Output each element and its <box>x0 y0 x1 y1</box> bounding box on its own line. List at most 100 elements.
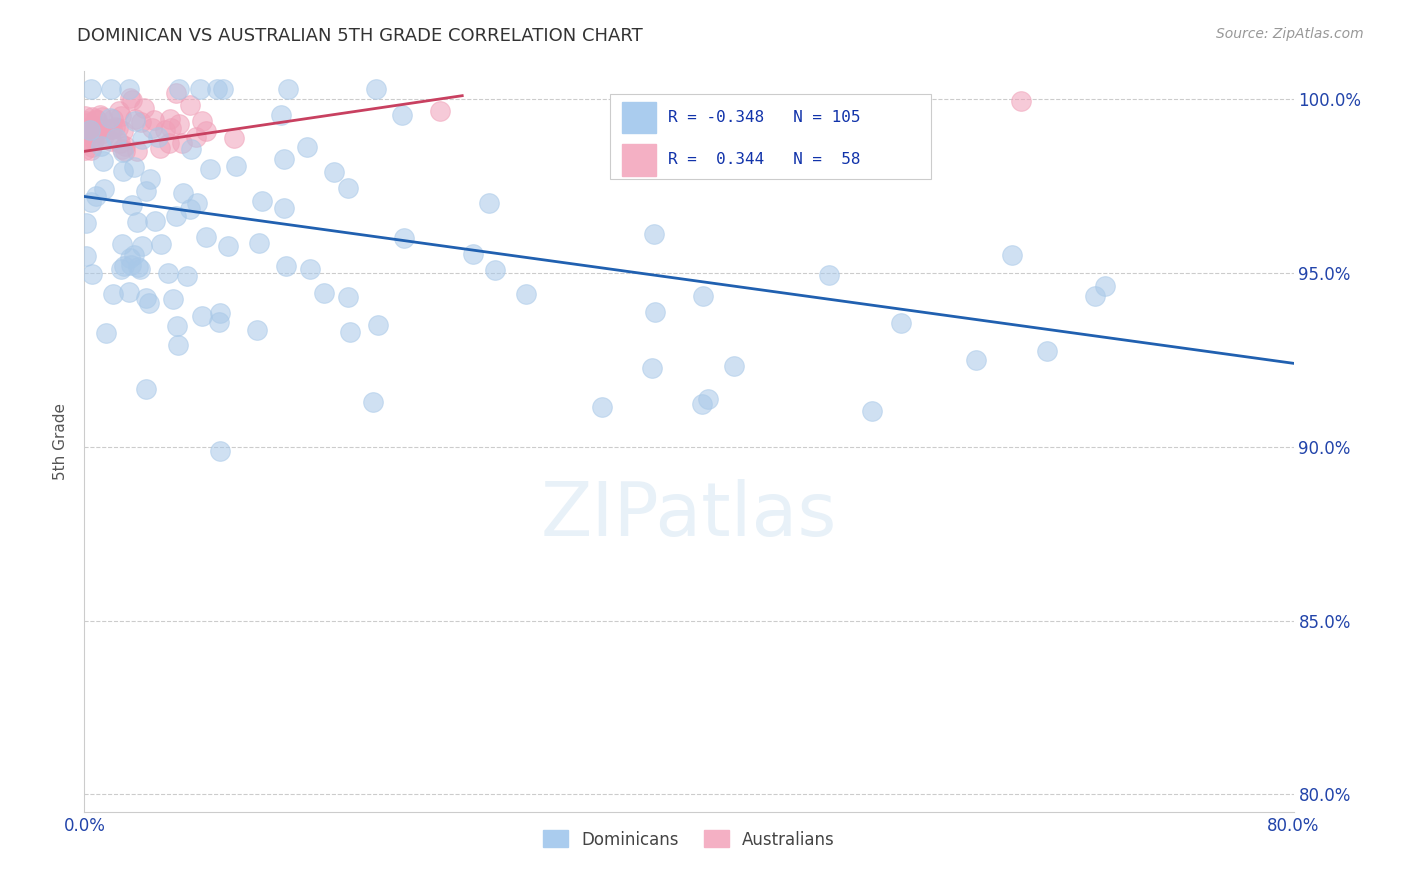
Text: DOMINICAN VS AUSTRALIAN 5TH GRADE CORRELATION CHART: DOMINICAN VS AUSTRALIAN 5TH GRADE CORREL… <box>77 27 643 45</box>
Point <box>208 444 231 458</box>
Point <box>654 117 676 131</box>
Point <box>84 189 107 203</box>
Point <box>149 237 172 252</box>
Point <box>157 136 180 150</box>
Point <box>110 262 132 277</box>
Point <box>108 136 131 151</box>
Point <box>295 139 318 153</box>
Point <box>195 230 218 244</box>
Bar <box>623 145 657 176</box>
Point <box>162 292 184 306</box>
Point <box>108 103 131 118</box>
Point <box>461 247 484 261</box>
Point <box>692 397 714 411</box>
Point <box>124 161 146 175</box>
Point <box>83 119 105 133</box>
Point <box>75 216 97 230</box>
Point <box>391 108 413 122</box>
Point <box>80 81 103 95</box>
Point <box>135 382 157 396</box>
Point <box>200 162 222 177</box>
Point <box>84 123 107 137</box>
Point <box>80 130 103 145</box>
Point <box>165 209 187 223</box>
Point <box>159 112 181 127</box>
Point <box>110 109 132 123</box>
Point <box>890 316 912 330</box>
Point <box>270 108 292 122</box>
Point <box>1036 344 1059 359</box>
Point <box>208 315 231 329</box>
Text: R =  0.344   N =  58: R = 0.344 N = 58 <box>668 153 860 168</box>
Point <box>217 238 239 252</box>
Point <box>98 111 121 125</box>
Point <box>75 129 97 144</box>
Point <box>93 182 115 196</box>
Point <box>80 143 103 157</box>
Point <box>429 104 451 119</box>
Point <box>212 81 235 95</box>
Point <box>132 101 155 115</box>
Point <box>1001 248 1024 262</box>
Point <box>965 352 987 367</box>
Point <box>121 198 143 212</box>
Point <box>124 248 146 262</box>
FancyBboxPatch shape <box>610 94 931 178</box>
Point <box>172 186 194 200</box>
Point <box>84 125 107 139</box>
Point <box>118 251 141 265</box>
Point <box>167 337 190 351</box>
Point <box>141 120 163 135</box>
Point <box>131 132 153 146</box>
Point <box>692 289 714 303</box>
Point <box>124 112 146 126</box>
Point <box>367 318 389 333</box>
Point <box>322 165 344 179</box>
Point <box>138 296 160 310</box>
Point <box>860 403 883 417</box>
Point <box>75 120 97 135</box>
Point <box>156 266 179 280</box>
Point <box>114 139 136 153</box>
Point <box>207 81 229 95</box>
Point <box>112 145 135 159</box>
Point <box>515 286 537 301</box>
Point <box>364 81 387 95</box>
Point <box>129 115 152 129</box>
Point <box>149 141 172 155</box>
Point <box>101 121 124 136</box>
Text: ZIPatlas: ZIPatlas <box>541 479 837 552</box>
Text: R = -0.348   N = 105: R = -0.348 N = 105 <box>668 110 860 125</box>
Point <box>94 326 117 340</box>
Point <box>118 81 141 95</box>
Point <box>184 129 207 144</box>
Point <box>172 136 194 150</box>
Point <box>166 318 188 333</box>
Point <box>273 202 295 216</box>
Point <box>114 144 136 158</box>
Point <box>90 127 112 141</box>
Point <box>76 115 98 129</box>
Point <box>314 286 336 301</box>
Point <box>247 235 270 250</box>
Point <box>131 239 153 253</box>
Point <box>127 144 149 158</box>
Point <box>100 81 122 95</box>
Point <box>186 195 208 210</box>
Point <box>252 194 274 209</box>
Point <box>93 153 115 168</box>
Point <box>190 309 212 323</box>
Point <box>155 123 177 137</box>
Point <box>246 323 269 337</box>
Point <box>169 117 191 131</box>
Point <box>146 130 169 145</box>
Point <box>91 111 114 125</box>
Point <box>484 263 506 277</box>
Point <box>112 124 135 138</box>
Point <box>818 268 841 283</box>
Point <box>274 260 297 274</box>
Point <box>190 113 212 128</box>
Point <box>82 267 104 281</box>
Point <box>112 260 135 274</box>
Point <box>1094 279 1116 293</box>
